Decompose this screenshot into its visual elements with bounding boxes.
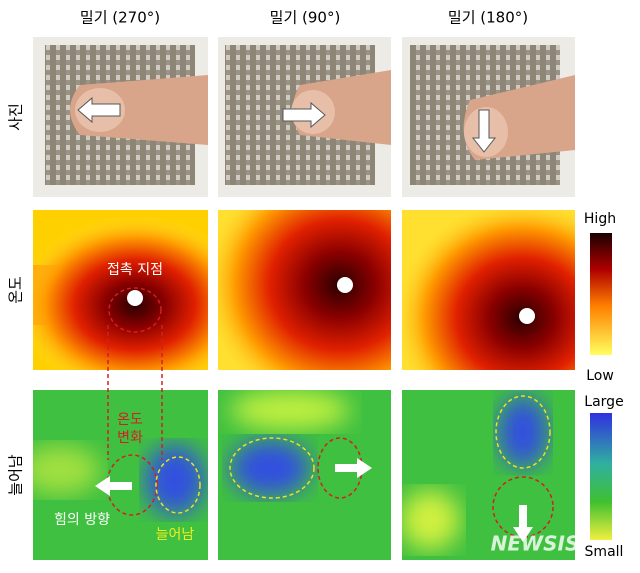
annotation: 힘의 방향 xyxy=(54,512,110,528)
row-label: 사진 xyxy=(7,103,25,131)
row-label: 온도 xyxy=(7,276,25,304)
watermark: NEWSIS xyxy=(491,532,580,556)
annotation: 늘어남 xyxy=(156,527,195,543)
column-title: 밀기 (180°) xyxy=(448,9,528,27)
column-title: 밀기 (90°) xyxy=(270,9,341,27)
colorbar-label: Large xyxy=(584,394,623,410)
colorbar xyxy=(590,233,612,355)
colorbar-label: Low xyxy=(586,368,614,384)
annotation: 온도 xyxy=(117,412,143,428)
temperature-maps xyxy=(33,210,575,370)
strain-maps xyxy=(33,325,575,560)
colorbar-label: High xyxy=(584,211,616,227)
colorbar xyxy=(590,413,612,540)
row-label: 늘어남 xyxy=(7,454,25,496)
annotation: 접촉 지점 xyxy=(107,262,163,278)
photos xyxy=(33,37,575,197)
colorbar-label: Small xyxy=(585,544,624,560)
annotation: 변화 xyxy=(117,430,143,446)
column-title: 밀기 (270°) xyxy=(80,9,160,27)
